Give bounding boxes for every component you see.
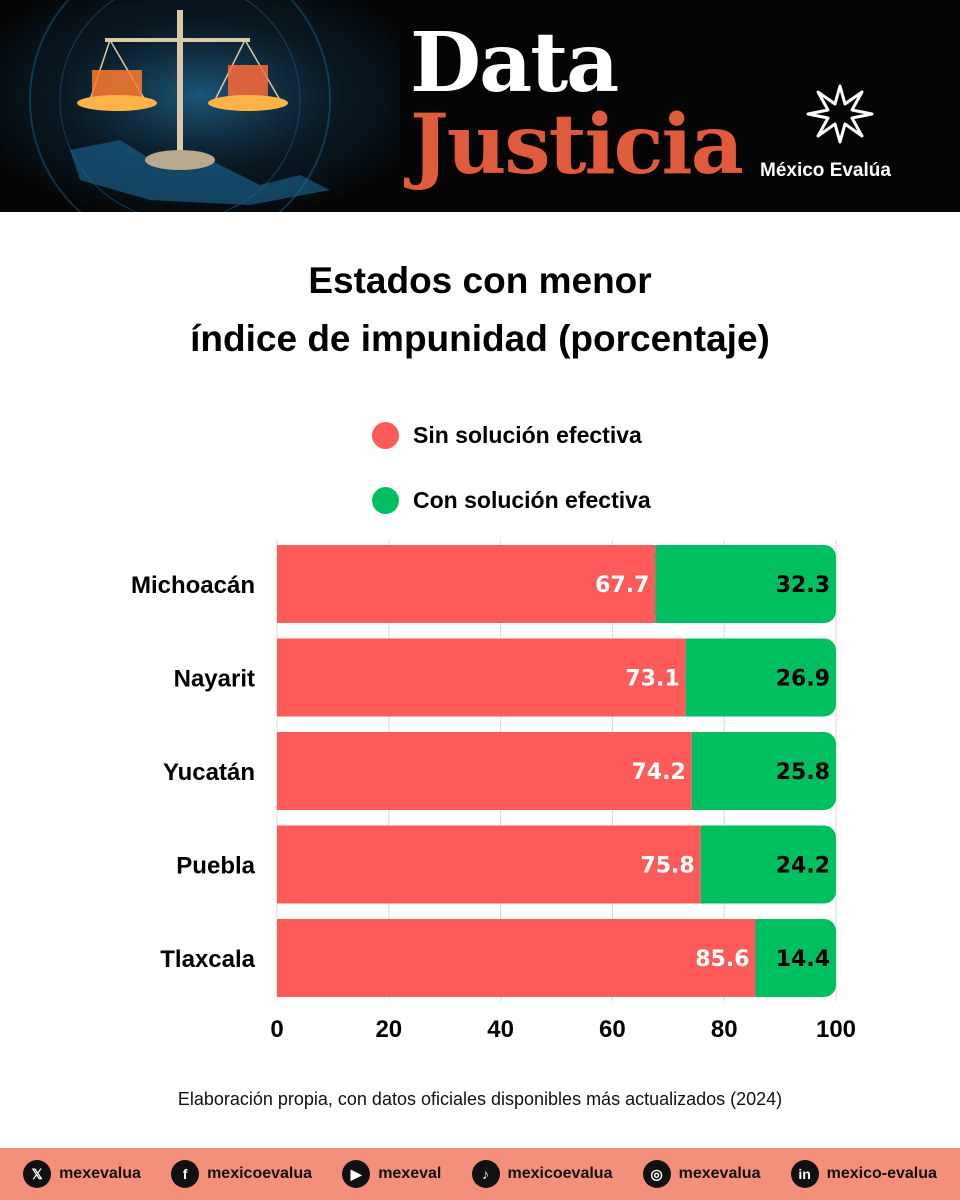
social-handle: mexico-evalua xyxy=(826,1165,937,1182)
x-tick-label: 20 xyxy=(375,1016,402,1043)
social-instagram[interactable]: ◎ mexevalua xyxy=(642,1160,761,1188)
bar-segment xyxy=(755,919,836,997)
x-tick-label: 100 xyxy=(816,1016,856,1043)
social-footer: 𝕏 mexevalua f mexicoevalua ▶ mexeval ♪ m… xyxy=(0,1148,960,1200)
org-name: México Evalúa xyxy=(760,160,891,181)
legend-item-con-solucion: Con solución efectiva xyxy=(372,485,651,515)
data-label: 85.6 xyxy=(695,947,749,972)
bar-segment xyxy=(691,732,836,810)
data-label: 32.3 xyxy=(776,573,830,598)
x-icon: 𝕏 xyxy=(23,1160,52,1188)
data-label: 24.2 xyxy=(776,854,830,879)
social-x[interactable]: 𝕏 mexevalua xyxy=(23,1160,141,1188)
bar-segment xyxy=(277,545,656,623)
social-linkedin[interactable]: in mexico-evalua xyxy=(790,1160,937,1188)
linkedin-icon: in xyxy=(790,1160,819,1188)
social-handle: mexevalua xyxy=(678,1165,761,1182)
category-label: Tlaxcala xyxy=(160,946,255,973)
category-label: Puebla xyxy=(176,853,255,880)
bar-segment xyxy=(277,638,686,717)
x-tick-label: 40 xyxy=(487,1016,514,1043)
instagram-icon: ◎ xyxy=(642,1160,671,1188)
chart-title-line2: índice de impunidad (porcentaje) xyxy=(190,318,770,359)
data-label: 26.9 xyxy=(776,667,830,692)
data-label: 75.8 xyxy=(640,854,694,879)
data-label: 73.1 xyxy=(625,667,679,692)
facebook-icon: f xyxy=(171,1160,200,1188)
bar-segment xyxy=(700,825,836,904)
social-facebook[interactable]: f mexicoevalua xyxy=(171,1160,312,1188)
bar-segment xyxy=(277,732,692,810)
legend-swatch xyxy=(372,486,399,514)
stacked-bar-chart: 67.7 32.3 Michoacán 73.1 26.9 Nayarit 74.2 25.8… xyxy=(131,540,856,1043)
brand-title-line2: Justicia xyxy=(410,97,744,193)
category-label: Nayarit xyxy=(174,666,255,693)
data-label: 25.8 xyxy=(776,760,830,785)
youtube-icon: ▶ xyxy=(342,1160,371,1188)
data-label: 67.7 xyxy=(595,573,649,598)
legend-item-sin-solucion: Sin solución efectiva xyxy=(372,420,642,450)
legend-swatch xyxy=(372,421,399,449)
x-tick-label: 60 xyxy=(599,1016,626,1043)
tiktok-icon: ♪ xyxy=(471,1160,500,1188)
chart-title: Estados con menor índice de impunidad (p… xyxy=(0,252,960,368)
social-handle: mexeval xyxy=(378,1165,442,1182)
legend-label: Con solución efectiva xyxy=(413,486,651,513)
social-handle: mexicoevalua xyxy=(507,1165,613,1182)
mexico-evalua-logo-icon xyxy=(806,84,874,144)
data-label: 14.4 xyxy=(776,947,830,972)
bar-segment xyxy=(655,545,836,623)
legend-label: Sin solución efectiva xyxy=(413,421,642,448)
header-banner: Data Justicia México Evalúa xyxy=(0,0,960,212)
bar-segment xyxy=(277,919,756,997)
data-label: 74.2 xyxy=(631,760,685,785)
x-tick-label: 0 xyxy=(270,1016,283,1043)
bar-segment xyxy=(277,825,701,904)
justice-scale-illustration xyxy=(0,0,400,212)
brand-title-line1: Data xyxy=(410,15,619,111)
category-label: Yucatán xyxy=(163,759,255,786)
social-youtube[interactable]: ▶ mexeval xyxy=(342,1160,441,1188)
social-handle: mexevalua xyxy=(59,1165,141,1182)
bar-segment xyxy=(685,638,836,717)
x-tick-label: 80 xyxy=(711,1016,738,1043)
social-tiktok[interactable]: ♪ mexicoevalua xyxy=(471,1160,613,1188)
source-note: Elaboración propia, con datos oficiales … xyxy=(177,1089,783,1109)
chart-title-line1: Estados con menor xyxy=(308,260,652,301)
category-label: Michoacán xyxy=(131,572,255,599)
social-handle: mexicoevalua xyxy=(207,1165,313,1182)
